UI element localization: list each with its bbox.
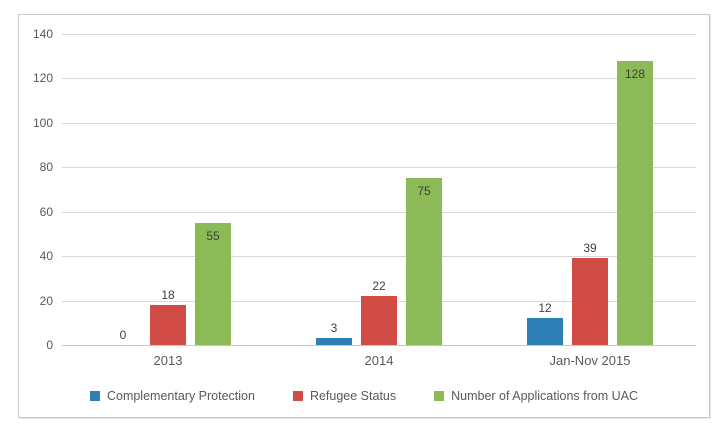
bar-2014-series-3 — [406, 178, 442, 345]
gridline — [62, 256, 696, 257]
gridline — [62, 78, 696, 79]
bar-Jan-Nov 2015-series-2 — [572, 258, 608, 345]
y-axis-tick-label: 0 — [46, 338, 53, 352]
data-label: 22 — [372, 279, 386, 293]
bar-2013-series-3 — [195, 223, 231, 345]
legend-item: Refugee Status — [292, 389, 397, 403]
data-label: 39 — [583, 241, 597, 255]
data-label: 12 — [538, 301, 552, 315]
y-axis-tick-label: 100 — [32, 116, 53, 130]
plot-area: 0 20 40 60 80 100 120 140 0 18 55 2013 3 22 75 2014 12 39… — [19, 15, 709, 417]
y-axis-tick-label: 60 — [39, 205, 53, 219]
chart-legend: Complementary Protection Refugee Status Nu… — [19, 389, 709, 403]
bar-Jan-Nov 2015-series-1 — [527, 318, 563, 345]
y-axis-tick-label: 80 — [39, 160, 53, 174]
y-axis-tick-label: 20 — [39, 294, 53, 308]
gridline — [62, 167, 696, 168]
x-axis-category-label: 2013 — [153, 353, 183, 368]
legend-swatch-icon — [292, 391, 303, 401]
data-label: 75 — [417, 184, 431, 198]
legend-item: Number of Applications from UAC — [434, 389, 638, 403]
data-label: 55 — [206, 229, 220, 243]
gridline — [62, 212, 696, 213]
bar-2013-series-2 — [150, 305, 186, 345]
legend-label: Refugee Status — [309, 389, 397, 403]
data-label: 18 — [161, 288, 175, 302]
gridline — [62, 34, 696, 35]
legend-label: Number of Applications from UAC — [451, 389, 639, 403]
data-label: 3 — [330, 321, 338, 335]
y-axis-tick-label: 140 — [32, 27, 53, 41]
x-axis-category-label: Jan-Nov 2015 — [549, 353, 631, 368]
x-axis-category-label: 2014 — [364, 353, 394, 368]
gridline — [62, 123, 696, 124]
y-axis-tick-label: 120 — [32, 71, 53, 85]
legend-label: Complementary Protection — [106, 389, 255, 403]
x-axis-line — [62, 345, 696, 346]
legend-swatch-icon — [434, 391, 445, 401]
data-label: 128 — [624, 67, 646, 81]
data-label: 0 — [119, 328, 127, 342]
legend-item: Complementary Protection — [89, 389, 255, 403]
bar-Jan-Nov 2015-series-3 — [617, 61, 653, 345]
legend-swatch-icon — [89, 391, 100, 401]
y-axis-tick-label: 40 — [39, 249, 53, 263]
chart-frame: 0 20 40 60 80 100 120 140 0 18 55 2013 3 22 75 2014 12 39… — [18, 14, 710, 418]
bar-2014-series-2 — [361, 296, 397, 345]
bar-2014-series-1 — [316, 338, 352, 345]
